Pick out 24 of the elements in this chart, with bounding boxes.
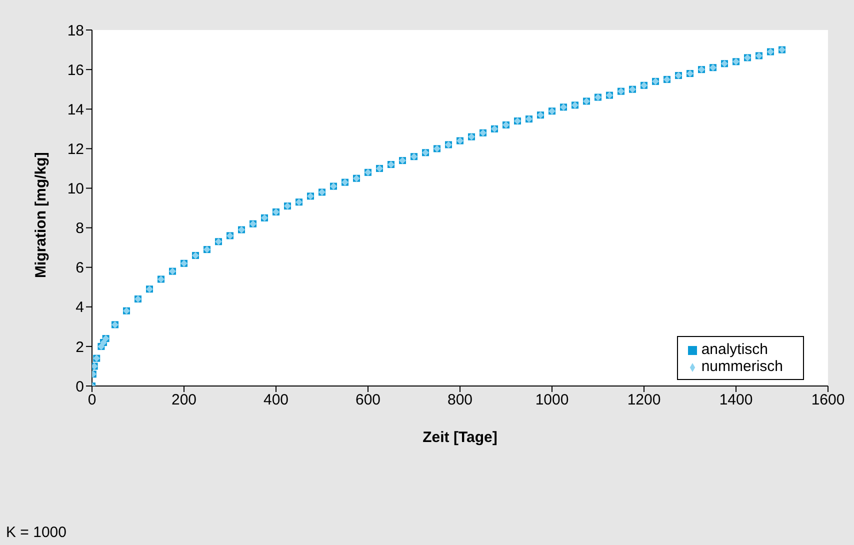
y-tick-label: 0 <box>76 378 84 396</box>
x-tick-label: 800 <box>447 392 473 409</box>
y-axis-title: Migration [mg/kg] <box>32 152 50 278</box>
x-axis-title: Zeit [Tage] <box>422 429 498 446</box>
y-tick-label: 12 <box>67 140 84 158</box>
x-tick-label: 1400 <box>719 392 753 409</box>
y-tick-label: 4 <box>76 299 84 316</box>
x-tick-label: 400 <box>263 392 289 409</box>
y-tick-label: 10 <box>67 180 84 198</box>
y-tick-label: 6 <box>76 260 84 277</box>
text: K = 1000 <box>6 524 66 541</box>
y-tick-label: 14 <box>67 101 84 118</box>
legend-label: analytisch <box>701 341 768 358</box>
legend-label: nummerisch <box>701 358 783 375</box>
x-tick-label: 600 <box>355 392 381 409</box>
y-tick-label: 18 <box>67 22 84 40</box>
x-tick-label: 1200 <box>627 392 661 409</box>
y-tick-label: 16 <box>67 62 84 79</box>
x-tick-label: 1600 <box>811 392 845 409</box>
x-tick-label: 200 <box>171 392 197 409</box>
y-tick-label: 8 <box>76 220 84 238</box>
x-tick-label: 1000 <box>535 392 569 409</box>
y-tick-label: 2 <box>76 338 84 356</box>
x-tick-label: 0 <box>88 392 96 409</box>
